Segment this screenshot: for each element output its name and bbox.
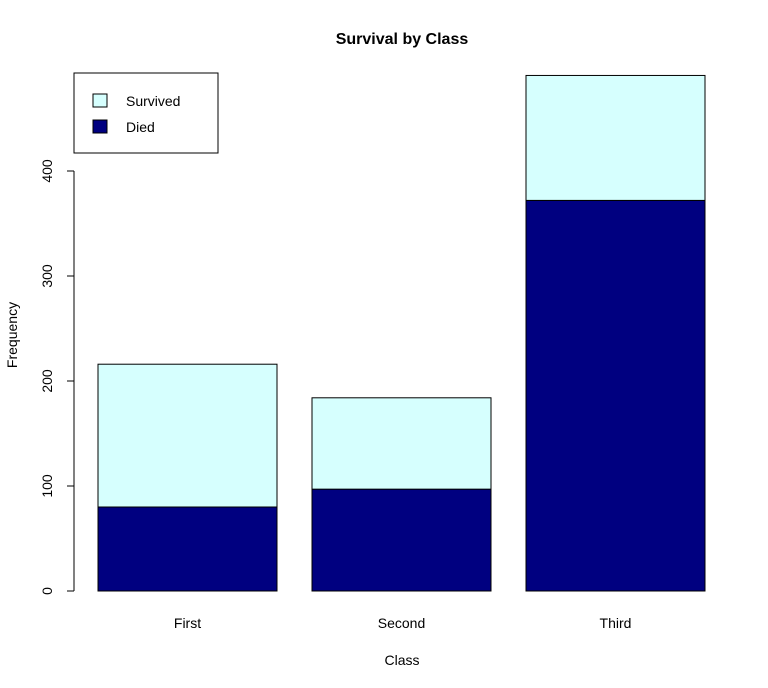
legend-label-died: Died	[126, 119, 155, 135]
bar-third-died	[525, 199, 706, 592]
y-tick-label-300: 300	[39, 264, 55, 288]
y-axis: 0 100 200 300 400	[39, 159, 75, 595]
bar-second-died	[311, 488, 492, 592]
legend-box	[73, 72, 219, 154]
x-axis-label: Class	[384, 652, 419, 668]
y-tick-label-0: 0	[39, 587, 55, 595]
legend-swatch-died	[92, 119, 108, 134]
bar-third-survived	[525, 74, 706, 201]
x-tick-label-first: First	[174, 615, 201, 631]
y-tick-label-100: 100	[39, 474, 55, 498]
legend-swatch-survived	[92, 93, 108, 108]
bar-first-died	[97, 506, 278, 592]
bar-first-survived	[97, 363, 278, 508]
y-ticks: 0 100 200 300 400	[39, 159, 74, 595]
y-axis-label: Frequency	[4, 302, 20, 368]
bars-group	[97, 74, 706, 592]
chart-title: Survival by Class	[336, 31, 469, 48]
x-tick-labels: First Second Third	[174, 615, 632, 631]
legend-label-survived: Survived	[126, 93, 180, 109]
x-tick-label-third: Third	[600, 615, 632, 631]
bar-second-survived	[311, 397, 492, 490]
y-tick-label-200: 200	[39, 369, 55, 393]
x-tick-label-second: Second	[378, 615, 425, 631]
legend: Survived Died	[73, 72, 219, 154]
y-tick-label-400: 400	[39, 159, 55, 183]
